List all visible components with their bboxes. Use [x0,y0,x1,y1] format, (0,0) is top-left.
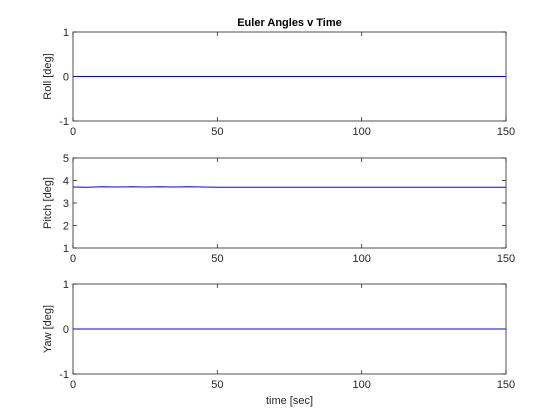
pitch-x-tick-label: 0 [70,253,76,265]
pitch-y-axis-label: Pitch [deg] [42,177,54,229]
roll-y-tick-label: 1 [63,27,69,39]
pitch-x-tick-label: 50 [211,253,223,265]
yaw-y-tick-label: 0 [63,324,69,336]
pitch-x-tick-label: 150 [497,253,515,265]
yaw-x-tick-label: 50 [211,379,223,391]
yaw-x-axis-label: time [sec] [266,395,313,407]
roll-y-tick-label: -1 [59,116,69,128]
pitch-x-tick-label: 100 [352,253,370,265]
roll-y-axis-label: Roll [deg] [42,53,54,99]
yaw-y-tick-label: -1 [59,369,69,381]
roll-x-tick-label: 150 [497,126,515,138]
yaw-y-tick-label: 1 [63,279,69,291]
roll-x-tick-label: 50 [211,126,223,138]
pitch-y-tick-label: 2 [63,221,69,233]
pitch-y-tick-label: 3 [63,198,69,210]
roll-x-tick-label: 100 [352,126,370,138]
roll-y-tick-label: 0 [63,72,69,84]
pitch-y-tick-label: 5 [63,153,69,165]
pitch-y-tick-label: 1 [63,243,69,255]
pitch-subplot: 0 50 100 150 1 2 3 4 5 Pitch [deg] [42,153,515,265]
roll-x-tick-label: 0 [70,126,76,138]
yaw-x-tick-label: 0 [70,379,76,391]
chart-title: Euler Angles v Time [237,17,342,29]
yaw-x-tick-label: 100 [352,379,370,391]
yaw-x-tick-label: 150 [497,379,515,391]
pitch-y-tick-label: 4 [63,176,69,188]
pitch-axes-box [72,157,507,249]
yaw-y-axis-label: Yaw [deg] [42,305,54,353]
